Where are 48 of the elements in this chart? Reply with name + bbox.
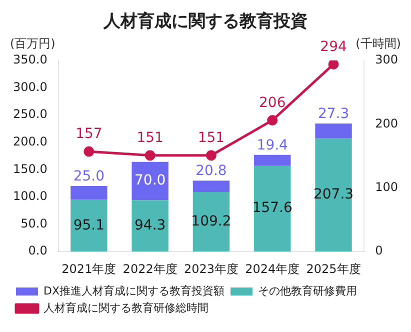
point: [84, 146, 94, 157]
y-tick-label: 250.0: [12, 107, 48, 122]
y2-tick-label: 200: [375, 116, 398, 130]
data-label: 151: [136, 130, 164, 146]
y-tick-label: 100.0: [12, 189, 48, 204]
data-label: 70.0: [134, 172, 166, 189]
x-tick-label: 2023年度: [184, 262, 238, 276]
point: [267, 115, 278, 126]
y-tick-label: 350.0: [12, 52, 48, 67]
data-label: 294: [320, 38, 347, 55]
bar: [192, 180, 230, 192]
x-tick-label: 2021年度: [62, 262, 116, 276]
bar: [132, 200, 168, 252]
legend-label: DX推進人材育成に関する教育投資額: [44, 284, 225, 298]
y-tick-label: 300.0: [12, 80, 48, 94]
y-tick-label: 150.0: [12, 162, 48, 176]
y2-tick-label: 300: [375, 52, 398, 67]
y2-axis-title: (千時間): [356, 36, 401, 51]
data-label: 20.8: [196, 163, 227, 180]
bar: [315, 123, 352, 138]
y2-tick-label: 100: [375, 180, 398, 194]
point: [328, 60, 339, 70]
y-tick-label: 50.0: [20, 216, 48, 230]
x-tick-label: 2022年度: [122, 262, 178, 276]
x-tick-label: 2025年度: [306, 262, 361, 276]
bar: [254, 154, 291, 166]
data-label: 27.3: [318, 106, 350, 122]
data-label: 19.4: [256, 138, 288, 154]
y-axis-title: (百万円): [10, 36, 56, 51]
y-tick-label: 200.0: [12, 134, 48, 148]
data-label: 95.1: [73, 217, 105, 234]
bar: [132, 162, 168, 200]
y-tick-label: 0.0: [28, 244, 48, 258]
point: [206, 150, 216, 161]
legend-label: その他教育研修費用: [258, 284, 358, 298]
data-label: 25.0: [73, 168, 105, 185]
data-label: 206: [259, 94, 286, 111]
legend-label: 人材育成に関する教育研修総時間: [44, 301, 208, 314]
chart-title: 人材育成に関する教育投資: [102, 10, 308, 32]
data-label: 94.3: [134, 217, 166, 234]
bar: [70, 186, 108, 200]
y2-tick-label: 0: [375, 244, 383, 258]
data-label: 151: [198, 130, 225, 146]
point: [144, 150, 156, 161]
x-tick-label: 2024年度: [245, 262, 300, 276]
bar: [70, 200, 108, 252]
bar: [315, 138, 352, 252]
data-label: 157: [76, 126, 102, 142]
